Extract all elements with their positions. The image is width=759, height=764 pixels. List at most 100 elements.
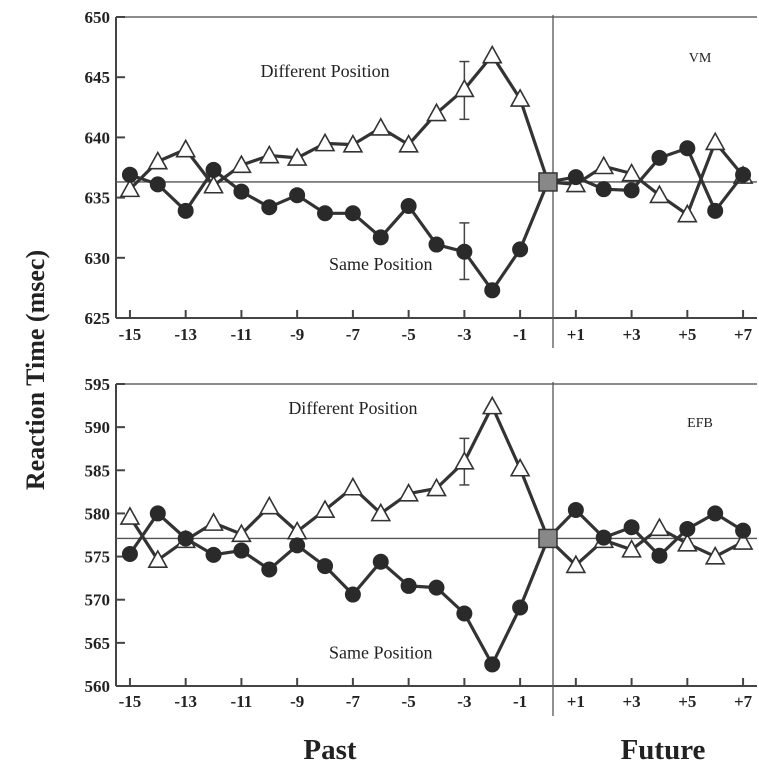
different-position-point <box>231 154 252 174</box>
y-tick-label: 640 <box>85 128 111 147</box>
y-tick-label: 590 <box>85 418 111 437</box>
same-position-point <box>261 561 278 578</box>
same-position-point <box>205 161 222 178</box>
subject-label: EFB <box>687 416 713 431</box>
different-position-point <box>147 150 169 170</box>
different-position-label: Different Position <box>288 398 417 418</box>
different-position-point <box>398 482 419 502</box>
different-position-point <box>258 144 280 164</box>
x-tick-label: -5 <box>402 692 416 711</box>
x-tick-label: +3 <box>622 325 640 344</box>
different-position-point <box>593 155 615 175</box>
x-tick-label: +5 <box>678 692 696 711</box>
different-position-point <box>203 174 224 194</box>
x-label-past: Past <box>303 734 357 764</box>
y-tick-label: 635 <box>85 189 111 208</box>
same-position-point <box>456 243 473 260</box>
different-position-point <box>175 138 197 158</box>
different-position-point <box>621 162 642 182</box>
different-position-point <box>370 502 392 522</box>
same-position-point <box>149 176 166 193</box>
different-position-point <box>454 78 475 98</box>
same-position-point <box>595 181 612 198</box>
same-position-point <box>651 547 668 564</box>
y-tick-label: 625 <box>85 309 111 328</box>
y-tick-label: 580 <box>85 504 111 523</box>
same-position-point <box>149 505 166 522</box>
y-tick-label: 560 <box>85 677 111 696</box>
same-position-point <box>623 182 640 199</box>
different-position-point <box>454 451 475 470</box>
same-position-point <box>289 537 306 554</box>
x-tick-label: -11 <box>231 692 253 711</box>
same-position-label: Same Position <box>329 642 433 662</box>
same-position-point <box>428 236 445 253</box>
same-position-point <box>512 241 529 258</box>
different-position-point <box>203 512 224 531</box>
different-position-point <box>314 132 336 152</box>
same-position-point <box>679 140 696 157</box>
y-tick-label: 565 <box>85 634 111 653</box>
same-position-point <box>735 522 752 539</box>
different-position-point <box>481 395 503 415</box>
same-position-point <box>177 202 194 219</box>
x-tick-label: -13 <box>174 325 197 344</box>
x-tick-label: -7 <box>346 692 361 711</box>
y-tick-label: 575 <box>85 548 111 567</box>
x-tick-label: -9 <box>290 325 304 344</box>
same-position-point <box>121 545 138 562</box>
x-tick-label: -5 <box>402 325 416 344</box>
different-position-point <box>342 133 364 153</box>
x-tick-label: -3 <box>457 692 471 711</box>
same-position-point <box>344 205 361 222</box>
different-position-point <box>258 495 280 515</box>
current-trial-point <box>538 528 558 549</box>
same-position-point <box>484 656 501 673</box>
y-tick-label: 630 <box>85 249 111 268</box>
x-tick-label: +5 <box>678 325 696 344</box>
x-tick-label: -15 <box>119 325 142 344</box>
x-tick-label: -13 <box>174 692 197 711</box>
different-position-point <box>481 44 503 64</box>
same-position-point <box>595 529 612 546</box>
different-position-point <box>704 545 726 565</box>
subject-label: VM <box>689 51 712 66</box>
different-position-point <box>426 477 447 497</box>
same-position-point <box>317 205 334 222</box>
x-tick-label: +7 <box>734 692 753 711</box>
same-position-point <box>289 187 306 204</box>
same-position-label: Same Position <box>329 254 433 274</box>
same-position-point <box>735 166 752 183</box>
same-position-point <box>679 520 696 537</box>
y-tick-label: 650 <box>85 8 111 27</box>
different-position-point <box>704 131 726 151</box>
x-tick-label: -1 <box>513 692 527 711</box>
y-tick-label: 570 <box>85 591 111 610</box>
panel-efb: 560 565 570 575 580 585 590 595 -15 -13 -11 -9 -7 -5 -… <box>85 375 757 716</box>
different-position-point <box>342 476 364 496</box>
different-position-point <box>565 554 587 574</box>
x-tick-label: -7 <box>346 325 361 344</box>
different-position-point <box>119 178 141 198</box>
x-tick-label: -3 <box>457 325 471 344</box>
y-tick-label: 595 <box>85 375 111 394</box>
same-position-point <box>177 530 194 547</box>
y-tick-label: 645 <box>85 68 111 87</box>
same-position-point <box>567 169 584 186</box>
same-position-point <box>121 166 138 183</box>
x-tick-label: +3 <box>622 692 640 711</box>
same-position-point <box>456 605 473 622</box>
same-position-point <box>205 546 222 563</box>
same-position-point <box>428 579 445 596</box>
same-position-point <box>707 505 724 522</box>
different-position-point <box>676 532 698 552</box>
different-position-point <box>314 499 336 518</box>
different-position-point <box>286 147 308 166</box>
same-position-point <box>512 599 529 616</box>
same-position-point <box>233 183 250 200</box>
x-tick-label: +1 <box>567 692 585 711</box>
same-position-point <box>651 149 668 166</box>
same-position-point <box>372 553 389 570</box>
different-position-point <box>509 88 531 107</box>
